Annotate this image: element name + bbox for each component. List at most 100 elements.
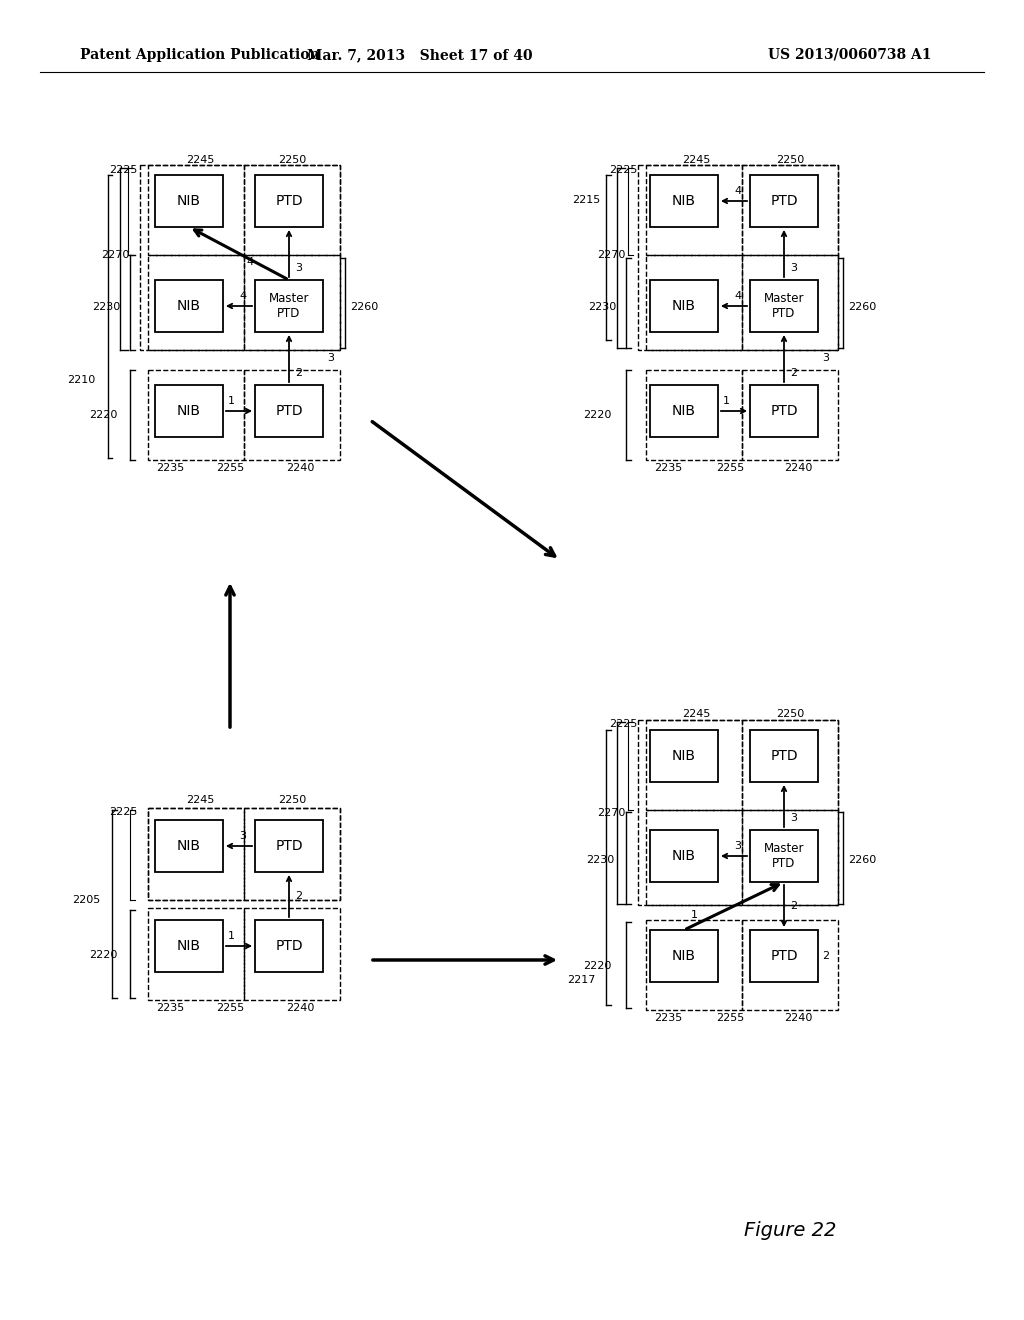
Text: 2225: 2225 (110, 807, 138, 817)
Bar (148, 808, 244, 900)
Bar (742, 255, 838, 350)
Text: NIB: NIB (672, 949, 696, 964)
Bar (255, 176, 323, 227)
Bar (650, 931, 718, 982)
Text: PTD: PTD (770, 748, 798, 763)
Bar (650, 830, 718, 882)
Bar (155, 176, 223, 227)
Text: NIB: NIB (177, 194, 201, 209)
Text: 4: 4 (734, 290, 741, 301)
Bar (646, 370, 742, 459)
Text: PTD: PTD (770, 194, 798, 209)
Bar (255, 920, 323, 972)
Text: 1: 1 (690, 909, 697, 920)
Bar (742, 165, 838, 255)
Bar (244, 808, 340, 900)
Bar (650, 730, 718, 781)
Text: 2: 2 (822, 950, 829, 961)
Bar (750, 385, 818, 437)
Text: 3: 3 (791, 263, 798, 273)
Text: 2260: 2260 (848, 302, 877, 312)
Text: NIB: NIB (672, 748, 696, 763)
Text: 2220: 2220 (90, 950, 118, 960)
Text: 2235: 2235 (654, 1012, 682, 1023)
Bar (148, 255, 244, 350)
Text: NIB: NIB (177, 840, 201, 853)
Text: 2250: 2250 (278, 795, 306, 805)
Bar (650, 280, 718, 333)
Bar (646, 255, 742, 350)
Text: 2245: 2245 (682, 154, 711, 165)
Text: NIB: NIB (672, 194, 696, 209)
Bar (155, 820, 223, 873)
Text: 4: 4 (247, 257, 254, 267)
Text: 1: 1 (723, 396, 729, 407)
Text: 2: 2 (296, 368, 302, 378)
Text: NIB: NIB (177, 404, 201, 418)
Text: NIB: NIB (177, 300, 201, 313)
Text: PTD: PTD (770, 949, 798, 964)
Text: 2230: 2230 (586, 855, 614, 865)
Text: 4: 4 (734, 186, 741, 195)
Text: 4: 4 (240, 290, 247, 301)
Bar (750, 176, 818, 227)
Text: 2235: 2235 (654, 463, 682, 473)
Text: Master
PTD: Master PTD (268, 292, 309, 319)
Text: PTD: PTD (275, 840, 303, 853)
Bar (750, 931, 818, 982)
Bar (155, 385, 223, 437)
Text: 2210: 2210 (67, 375, 95, 385)
Text: 2250: 2250 (776, 154, 804, 165)
Bar (255, 280, 323, 333)
Text: 2255: 2255 (216, 463, 244, 473)
Text: 2245: 2245 (682, 709, 711, 719)
Text: 2215: 2215 (571, 195, 600, 205)
Text: 2: 2 (791, 368, 798, 378)
Text: 2220: 2220 (584, 411, 612, 420)
Text: 2220: 2220 (90, 411, 118, 420)
Text: 2255: 2255 (716, 463, 744, 473)
Text: 2255: 2255 (216, 1003, 244, 1012)
Text: Mar. 7, 2013   Sheet 17 of 40: Mar. 7, 2013 Sheet 17 of 40 (307, 48, 532, 62)
Text: PTD: PTD (275, 194, 303, 209)
Bar (148, 808, 340, 900)
Text: 2: 2 (296, 891, 302, 902)
Bar (140, 165, 340, 350)
Text: 2230: 2230 (92, 302, 120, 312)
Text: 3: 3 (240, 832, 247, 841)
Text: 2225: 2225 (110, 165, 138, 176)
Text: 2270: 2270 (598, 249, 626, 260)
Bar (244, 908, 340, 1001)
Bar (244, 165, 340, 255)
Bar (148, 165, 244, 255)
Text: 2: 2 (791, 902, 798, 911)
Text: 2250: 2250 (278, 154, 306, 165)
Text: NIB: NIB (672, 849, 696, 863)
Text: Patent Application Publication: Patent Application Publication (80, 48, 319, 62)
Text: 2255: 2255 (716, 1012, 744, 1023)
Bar (646, 920, 742, 1010)
Text: 3: 3 (791, 813, 798, 822)
Text: 2240: 2240 (783, 1012, 812, 1023)
Text: NIB: NIB (672, 300, 696, 313)
Bar (650, 176, 718, 227)
Text: 2220: 2220 (584, 961, 612, 972)
Text: 3: 3 (328, 352, 335, 363)
Text: 2245: 2245 (185, 795, 214, 805)
Bar (255, 385, 323, 437)
Bar (244, 370, 340, 459)
Text: 2225: 2225 (609, 719, 638, 729)
Bar (750, 280, 818, 333)
Text: NIB: NIB (177, 939, 201, 953)
Text: 2235: 2235 (156, 463, 184, 473)
Text: 2240: 2240 (286, 1003, 314, 1012)
Text: 2217: 2217 (566, 975, 595, 985)
Bar (148, 908, 244, 1001)
Bar (646, 719, 742, 810)
Text: 2240: 2240 (783, 463, 812, 473)
Bar (750, 830, 818, 882)
Bar (255, 820, 323, 873)
Text: Master
PTD: Master PTD (764, 842, 804, 870)
Text: US 2013/0060738 A1: US 2013/0060738 A1 (768, 48, 932, 62)
Text: 2260: 2260 (350, 302, 378, 312)
